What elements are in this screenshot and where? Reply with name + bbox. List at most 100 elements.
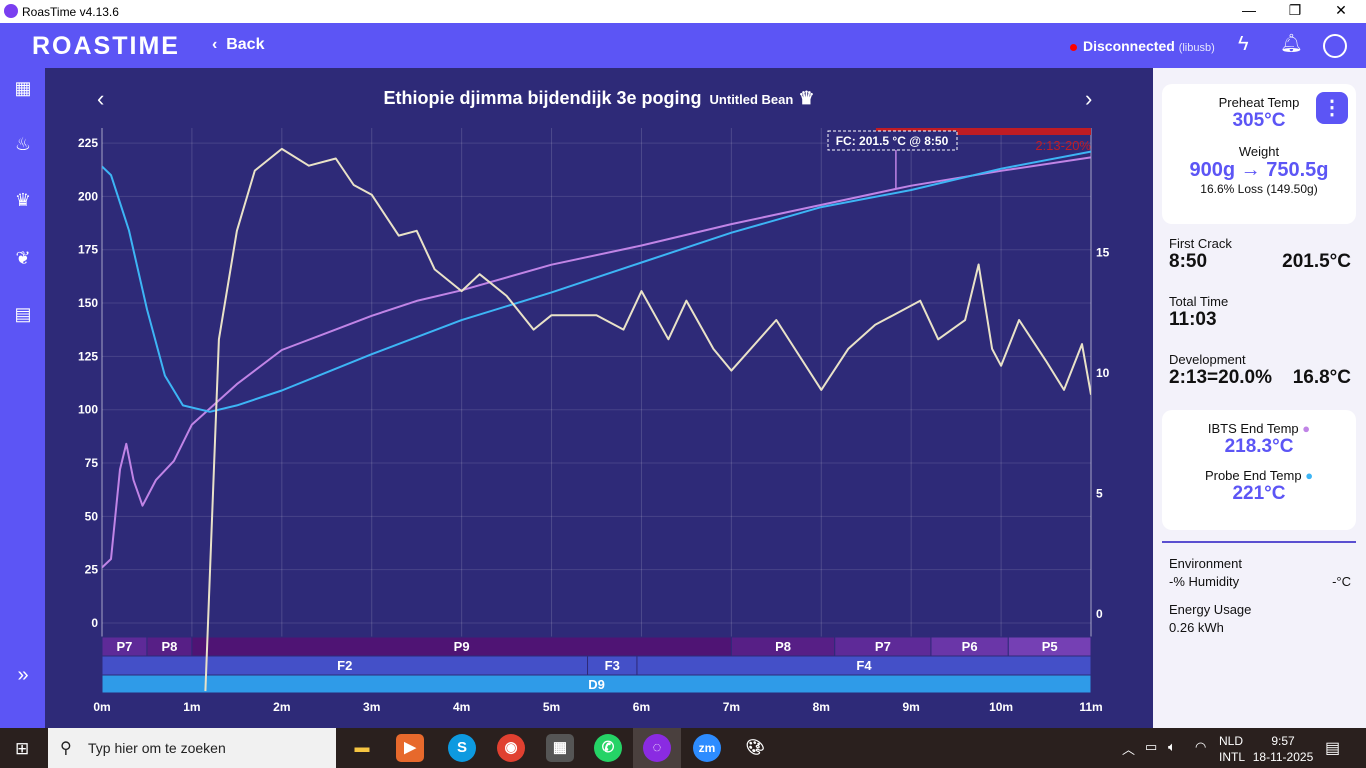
first-crack-annotation: FC: 201.5 °C @ 8:50 <box>836 134 949 148</box>
roast-chart-panel: ‹ › Ethiopie djimma bijdendijk 3e poging… <box>45 68 1153 728</box>
y-left-tick-label: 150 <box>78 296 98 310</box>
weight-loss: 16.6% Loss (149.50g) <box>1200 182 1318 196</box>
band-label: P5 <box>1042 639 1058 654</box>
whatsapp-icon[interactable]: ✆ <box>594 734 622 762</box>
keyboard-layout: INTL <box>1219 750 1246 764</box>
development-temp: 16.8°C <box>1292 367 1351 388</box>
previous-roast-button[interactable]: ‹ <box>97 86 105 111</box>
maximize-button[interactable]: ❐ <box>1288 2 1302 18</box>
ibts-dot-icon: ● <box>1302 421 1311 436</box>
battery-icon[interactable]: ▭ <box>1145 739 1158 754</box>
clock-date: 18-11-2025 <box>1252 750 1314 764</box>
band-label: F4 <box>856 658 872 673</box>
humidity-value: -% Humidity <box>1169 574 1240 589</box>
probe-line <box>102 150 1091 413</box>
y-left-tick-label: 200 <box>78 189 98 203</box>
ror-line <box>204 147 1091 692</box>
more-options-button[interactable]: ⋮ <box>1316 92 1348 124</box>
y-left-tick-label: 25 <box>85 563 99 577</box>
band-label: P7 <box>117 639 133 654</box>
ibts-label: IBTS End Temp <box>1207 421 1299 436</box>
energy-value: 0.26 kWh <box>1169 620 1224 635</box>
y-left-tick-label: 50 <box>85 509 99 523</box>
band-label: D9 <box>588 677 605 692</box>
calculator-icon[interactable]: ▦ <box>546 734 574 762</box>
skype-icon[interactable]: S <box>448 734 476 762</box>
energy-label: Energy Usage <box>1169 602 1252 617</box>
paint-icon[interactable]: 🎨︎ <box>745 739 765 756</box>
bell-icon[interactable]: 🔔︎ <box>1280 33 1303 53</box>
x-tick-label: 7m <box>723 700 740 714</box>
language-indicator[interactable]: NLD INTL <box>1219 733 1245 765</box>
band-label: P8 <box>161 639 177 654</box>
zoom-icon[interactable]: zm <box>693 734 721 762</box>
chevron-left-icon: ‹ <box>212 36 227 53</box>
ibts-line <box>102 156 1091 569</box>
x-tick-label: 9m <box>903 700 920 714</box>
dashboard-icon[interactable]: ▦ <box>14 78 32 98</box>
total-time-label: Total Time <box>1169 294 1229 309</box>
language: NLD <box>1219 734 1244 748</box>
development-value: 2:13=20.0% <box>1169 367 1272 388</box>
close-button[interactable]: ✕ <box>1335 2 1347 18</box>
file-explorer-icon[interactable]: ▬ <box>354 739 370 756</box>
band-label: P8 <box>775 639 791 654</box>
x-tick-label: 1m <box>183 700 200 714</box>
back-button[interactable]: ‹ Back <box>212 36 264 54</box>
first-crack-time: 8:50 <box>1169 251 1208 272</box>
user-icon[interactable] <box>1323 34 1347 58</box>
x-tick-label: 11m <box>1079 700 1102 714</box>
volume-icon[interactable]: 🔈︎ <box>1168 739 1176 754</box>
roastime-taskbar-active[interactable]: ◌ <box>633 728 681 768</box>
calendar-icon[interactable]: ▤ <box>14 304 32 324</box>
x-tick-label: 4m <box>453 700 470 714</box>
tray-chevron-icon[interactable]: ︿ <box>1122 742 1136 757</box>
clock-time: 9:57 <box>1271 734 1295 748</box>
band-label: P6 <box>962 639 978 654</box>
band-label: P7 <box>875 639 891 654</box>
minimize-button[interactable]: — <box>1242 2 1256 18</box>
flash-icon[interactable]: ϟ <box>1238 33 1249 55</box>
roast-chart[interactable]: 0m 1m 2m 3m 4m 5m 6m 7m 8m 9m 10m 11m22520017515012… <box>45 68 1153 728</box>
clock[interactable]: 9:57 18-11-2025 <box>1252 733 1314 765</box>
y-right-tick-label: 10 <box>1096 366 1110 380</box>
chef-hat-icon[interactable]: ♛ <box>14 190 32 210</box>
x-tick-label: 3m <box>363 700 380 714</box>
search-icon: ⚲ <box>60 740 72 757</box>
notifications-icon[interactable]: ▤ <box>1325 740 1341 757</box>
bean-leaf-icon[interactable]: ❦ <box>15 248 31 268</box>
weight-value: 900g → 750.5g <box>1189 159 1329 181</box>
preheat-weight-card: ⋮ Preheat Temp 305°C Weight 900g → 750.5… <box>1162 84 1356 224</box>
expand-sidebar-button[interactable]: » <box>17 664 29 686</box>
app-logo-icon <box>4 4 18 18</box>
development-label: 2:13-20% <box>1035 138 1091 153</box>
total-time-section: Total Time 11:03 <box>1169 294 1351 331</box>
y-right-tick-label: 0 <box>1096 607 1103 621</box>
y-left-tick-label: 0 <box>91 616 98 630</box>
y-left-tick-label: 125 <box>78 349 98 363</box>
next-roast-button[interactable]: › <box>1085 86 1093 111</box>
environment-label: Environment <box>1169 556 1242 571</box>
roast-summary-panel: ⋮ Preheat Temp 305°C Weight 900g → 750.5… <box>1153 68 1366 728</box>
roaster-icon[interactable]: ♨ <box>14 134 32 154</box>
chef-hat-icon: ♛ <box>798 88 815 108</box>
taskbar-search-input[interactable]: ⚲ Typ hier om te zoeken <box>48 728 336 768</box>
chrome-icon[interactable]: ◉ <box>497 734 525 762</box>
y-right-tick-label: 15 <box>1096 246 1110 260</box>
status-dot-icon <box>1070 43 1077 51</box>
status-detail: (libusb) <box>1178 42 1215 54</box>
x-tick-label: 10m <box>989 700 1013 714</box>
windows-start-icon[interactable]: ⊞ <box>15 739 30 758</box>
wifi-icon[interactable]: ◠ <box>1195 739 1207 754</box>
taskbar: ⊞ ⚲ Typ hier om te zoeken ▬ ▶ S ◉ ▦ ✆ ◌ z… <box>0 728 1366 768</box>
y-left-tick-label: 175 <box>78 243 98 257</box>
first-crack-label: First Crack <box>1169 236 1232 251</box>
probe-dot-icon: ● <box>1305 468 1314 483</box>
probe-label: Probe End Temp <box>1204 468 1302 483</box>
media-player-icon[interactable]: ▶ <box>396 734 424 762</box>
brand-logo: ROASTIME <box>32 32 180 60</box>
app-header: ROASTIME ‹ Back Disconnected (libusb) ϟ … <box>0 23 1366 68</box>
y-right-tick-label: 5 <box>1096 487 1103 501</box>
connection-status: Disconnected (libusb) <box>1070 38 1215 54</box>
roast-title: Ethiopie djimma bijdendijk 3e poging Unti… <box>45 88 1153 109</box>
